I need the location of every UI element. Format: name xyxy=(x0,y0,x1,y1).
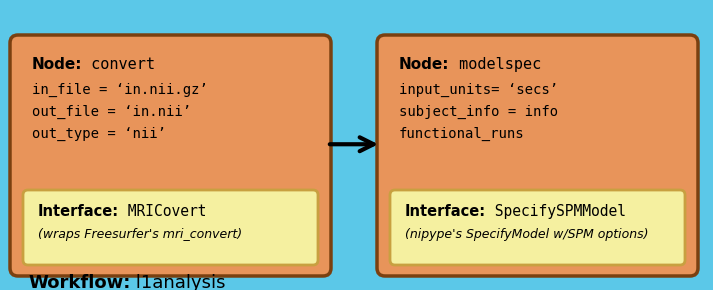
Text: l1analysis: l1analysis xyxy=(130,274,226,290)
Text: out_file = ‘in.nii’: out_file = ‘in.nii’ xyxy=(32,105,191,119)
Text: out_type = ‘nii’: out_type = ‘nii’ xyxy=(32,127,166,141)
Text: Node:: Node: xyxy=(32,57,83,72)
FancyBboxPatch shape xyxy=(23,190,318,265)
Text: Interface:: Interface: xyxy=(38,204,119,219)
Text: modelspec: modelspec xyxy=(449,57,540,72)
FancyBboxPatch shape xyxy=(377,35,698,276)
Text: functional_runs: functional_runs xyxy=(399,127,525,141)
Text: Node:: Node: xyxy=(399,57,449,72)
Text: input_units= ‘secs’: input_units= ‘secs’ xyxy=(399,83,558,97)
Text: in_file = ‘in.nii.gz’: in_file = ‘in.nii.gz’ xyxy=(32,83,208,97)
Text: convert: convert xyxy=(83,57,155,72)
Text: MRICovert: MRICovert xyxy=(119,204,207,219)
Text: subject_info = info: subject_info = info xyxy=(399,105,558,119)
Text: SpecifySPMModel: SpecifySPMModel xyxy=(486,204,626,219)
FancyBboxPatch shape xyxy=(10,35,331,276)
FancyBboxPatch shape xyxy=(390,190,685,265)
Text: (nipype's SpecifyModel w/SPM options): (nipype's SpecifyModel w/SPM options) xyxy=(405,228,649,241)
Text: (wraps Freesurfer's mri_convert): (wraps Freesurfer's mri_convert) xyxy=(38,228,242,241)
Text: Workflow:: Workflow: xyxy=(28,274,130,290)
Text: Interface:: Interface: xyxy=(405,204,486,219)
